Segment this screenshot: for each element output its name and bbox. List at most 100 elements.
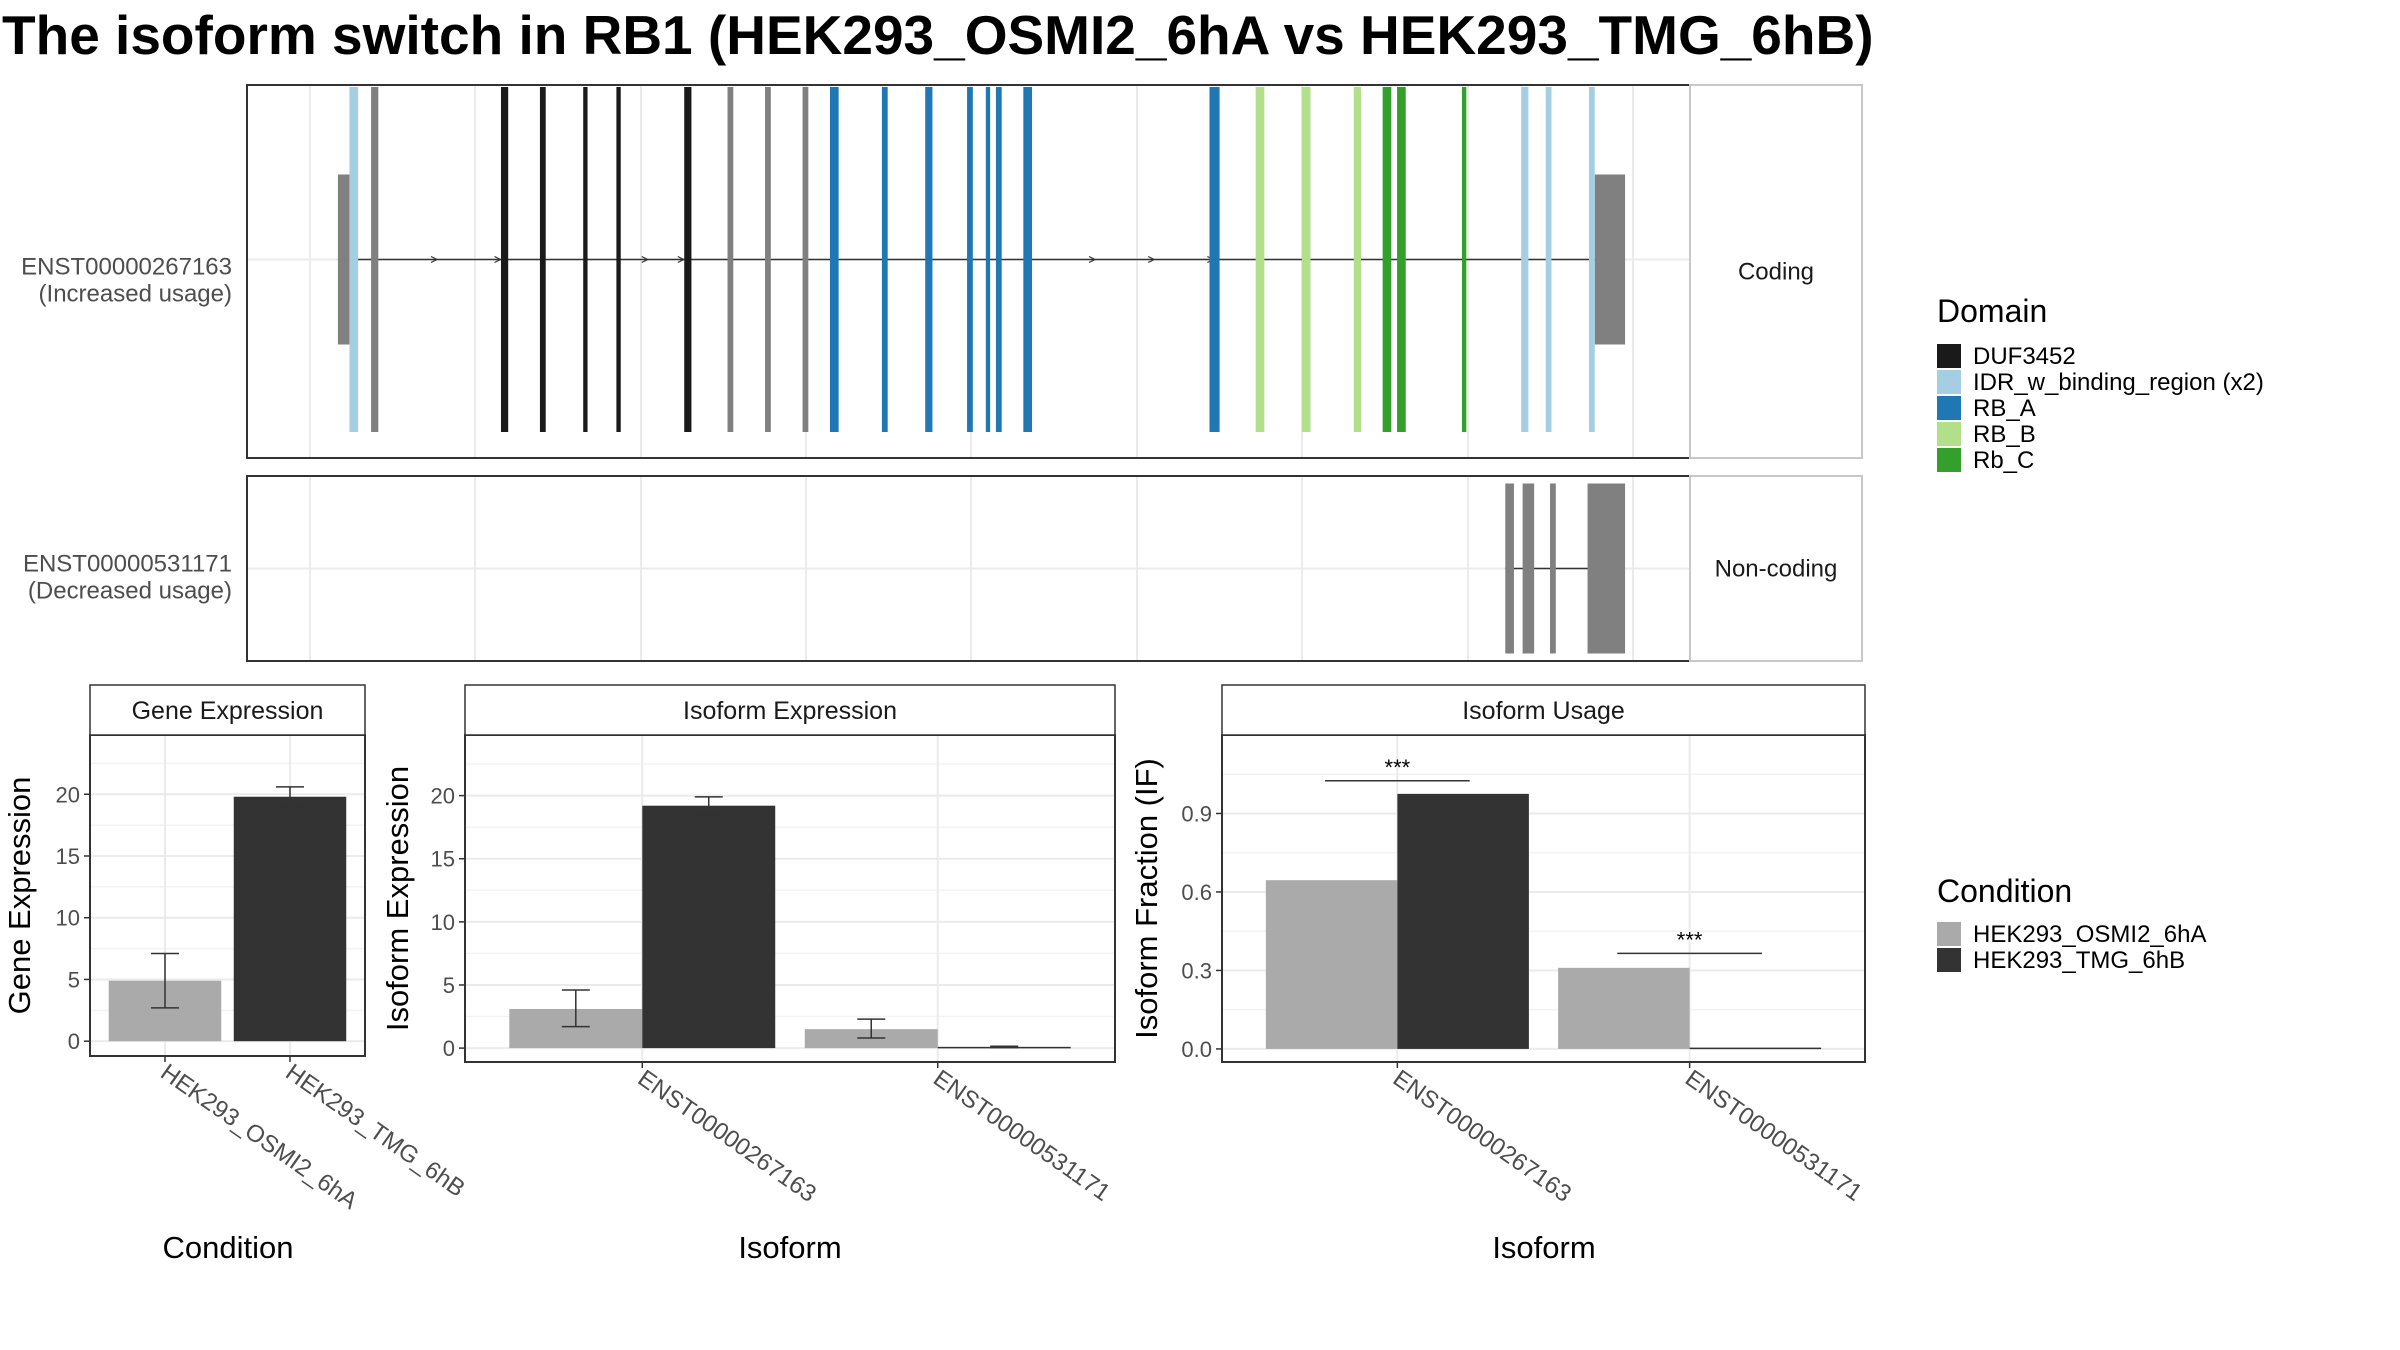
domain-legend-key <box>1937 370 1961 394</box>
coding-exon <box>1301 87 1311 432</box>
isoform-usage-panel: 0.0 0.3 0.6 0.9 *** *** ENST00000267163 ENST000… <box>1129 684 1867 1265</box>
coding-exon <box>616 87 621 432</box>
domain-legend-label: RB_B <box>1973 421 2036 448</box>
noncoding-strip <box>1689 475 1863 662</box>
condition-legend-label: HEK293_OSMI2_6hA <box>1973 921 2206 948</box>
coding-exon <box>1255 87 1265 432</box>
coding-strand-arrow <box>494 255 502 264</box>
coding-exon <box>1209 87 1220 432</box>
coding-exon <box>881 87 888 432</box>
coding-exon <box>684 87 692 432</box>
noncoding-exon <box>1550 483 1556 654</box>
coding-exon <box>1382 87 1392 432</box>
domain-legend-label: IDR_w_binding_region (x2) <box>1973 369 2264 396</box>
noncoding-strip-label: Non-coding <box>1715 556 1838 583</box>
panel0-ytick-label: 10 <box>56 906 80 931</box>
noncoding-exon <box>1587 483 1626 654</box>
coding-exon <box>985 87 991 432</box>
domain-legend-key <box>1937 448 1961 472</box>
panel1-strip-title: Isoform Expression <box>683 697 897 725</box>
domain-legend-key <box>1937 344 1961 368</box>
panel0-strip <box>89 684 366 736</box>
panel1-ytick-label: 5 <box>443 973 455 998</box>
coding-strip <box>1689 84 1863 459</box>
condition-legend-key <box>1937 922 1961 946</box>
panel0-strip-title: Gene Expression <box>132 697 324 725</box>
panel1-xtick-label: ENST00000531171 <box>928 1065 1115 1207</box>
transcript-plot: Coding ENST00000267163(Increased usage) No… <box>21 84 1863 662</box>
figure-title: The isoform switch in RB1 (HEK293_OSMI2_… <box>2 4 1874 66</box>
domain-legend-label: DUF3452 <box>1973 343 2076 370</box>
panel1-bar <box>642 805 776 1049</box>
isoform-expression-panel: 0 5 10 15 20 ENST00000267163 ENST00000531171 Is… <box>380 684 1116 1265</box>
coding-exon <box>1023 87 1032 432</box>
panel1-ytick-label: 0 <box>443 1036 455 1061</box>
panel1-xtick-label: ENST00000267163 <box>633 1065 821 1208</box>
panel2-bar <box>1689 1047 1822 1050</box>
panel2-ytick-label: 0.3 <box>1181 958 1212 983</box>
panel0-bar <box>233 796 347 1042</box>
panel2-ytick-label: 0.0 <box>1181 1037 1212 1062</box>
domain-legend-key <box>1937 422 1961 446</box>
coding-strand-arrow <box>641 255 650 264</box>
coding-strand-arrow <box>1088 255 1097 264</box>
coding-exon <box>349 87 359 432</box>
panel2-ytick-label: 0.9 <box>1181 801 1212 826</box>
domain-legend-title: Domain <box>1937 293 2047 329</box>
panel2-strip <box>1221 684 1866 736</box>
domain-legend-key <box>1937 396 1961 420</box>
coding-exon <box>925 87 933 432</box>
coding-transcript-id: ENST00000267163 <box>21 254 232 281</box>
panel2-bar <box>1558 967 1690 1049</box>
panel2-ytick-label: 0.6 <box>1181 880 1212 905</box>
coding-exon <box>967 87 973 432</box>
condition-legend-label: HEK293_TMG_6hB <box>1973 947 2185 974</box>
coding-strip-label: Coding <box>1738 259 1814 286</box>
panel1-x-axis-title: Isoform <box>738 1230 841 1265</box>
coding-strand-arrow <box>1147 255 1156 264</box>
panel1-ytick-label: 20 <box>431 784 455 809</box>
coding-exon <box>829 87 839 432</box>
panel0-x-axis-title: Condition <box>163 1230 294 1265</box>
panel2-significance-label: *** <box>1677 927 1703 952</box>
panel0-ytick-label: 15 <box>56 844 80 869</box>
coding-strand-arrow <box>677 255 686 264</box>
domain-legend-label: RB_A <box>1973 395 2036 422</box>
coding-exon <box>539 87 546 432</box>
coding-exon <box>995 87 1002 432</box>
coding-strand-arrow <box>430 255 439 264</box>
coding-exon <box>1588 87 1595 432</box>
coding-exon <box>765 87 771 432</box>
panel2-y-axis-title: Isoform Fraction (IF) <box>1129 758 1164 1039</box>
coding-utr5 <box>337 174 350 345</box>
panel1-y-axis-title: Isoform Expression <box>380 766 415 1031</box>
panel1-ytick-label: 15 <box>431 847 455 872</box>
panel2-bar <box>1397 793 1529 1049</box>
noncoding-transcript-id: ENST00000531171 <box>23 551 232 578</box>
panel0-ytick-label: 0 <box>68 1029 80 1054</box>
panel2-xtick-label: ENST00000531171 <box>1680 1065 1867 1207</box>
coding-exon <box>802 87 809 432</box>
coding-exon <box>1353 87 1361 432</box>
panel2-bar <box>1265 880 1398 1049</box>
domain-legend-label: Rb_C <box>1973 447 2034 474</box>
panel1-ytick-label: 10 <box>431 910 455 935</box>
noncoding-exon <box>1505 483 1514 654</box>
coding-exon <box>371 87 379 432</box>
panel2-strip-title: Isoform Usage <box>1462 697 1625 725</box>
coding-exon <box>1397 87 1406 432</box>
panel0-y-axis-title: Gene Expression <box>2 777 37 1015</box>
panel2-significance-label: *** <box>1385 755 1411 780</box>
coding-exon <box>500 87 509 432</box>
panel1-plot-bg <box>465 735 1115 1062</box>
coding-exon <box>1462 87 1467 432</box>
noncoding-usage-label: (Decreased usage) <box>28 578 232 605</box>
coding-exon <box>727 87 734 432</box>
panel2-x-axis-title: Isoform <box>1492 1230 1595 1265</box>
panel1-strip <box>464 684 1116 736</box>
panel2-xtick-label: ENST00000267163 <box>1388 1065 1576 1208</box>
panel0-ytick-label: 5 <box>68 967 80 992</box>
panel0-ytick-label: 20 <box>56 782 80 807</box>
